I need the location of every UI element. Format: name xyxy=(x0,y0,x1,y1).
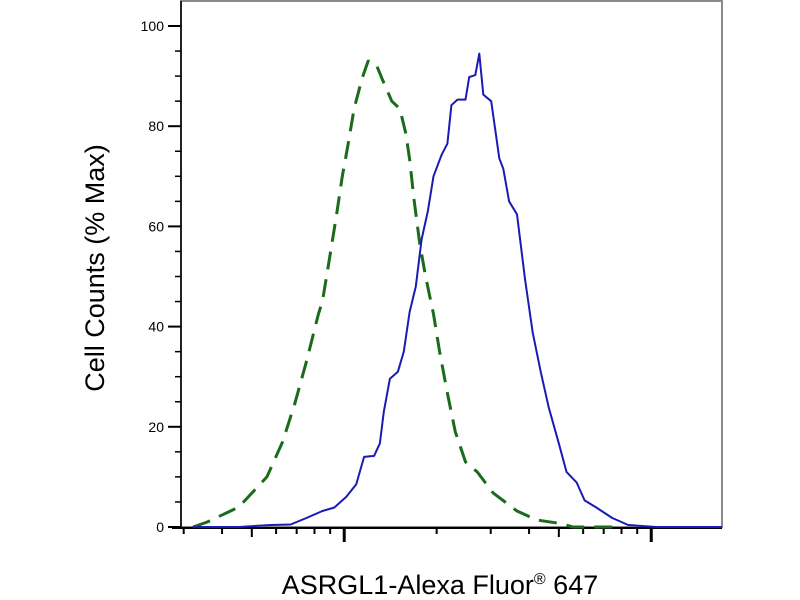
x-axis-title-registered: ® xyxy=(534,571,546,588)
y-tick-label: 20 xyxy=(148,419,164,435)
x-axis-title-suffix: 647 xyxy=(546,570,599,600)
y-tick-label: 40 xyxy=(148,319,164,335)
plot-frame xyxy=(180,0,723,528)
x-axis-title: ASRGL1-Alexa Fluor® 647 xyxy=(282,570,598,600)
x-axis-title-main: ASRGL1-Alexa Fluor xyxy=(282,570,534,600)
y-ticks: 0 20 40 60 80 100 xyxy=(141,18,181,535)
y-tick-label: 0 xyxy=(156,519,164,535)
control-histogram-line xyxy=(192,59,617,529)
series-group xyxy=(192,52,722,529)
y-axis-title: Cell Counts (% Max) xyxy=(80,144,110,392)
sample-histogram-line xyxy=(192,52,722,528)
y-tick-label: 80 xyxy=(148,118,164,134)
y-tick-label: 100 xyxy=(141,18,165,34)
x-ticks xyxy=(182,528,653,542)
y-tick-label: 60 xyxy=(148,218,164,234)
